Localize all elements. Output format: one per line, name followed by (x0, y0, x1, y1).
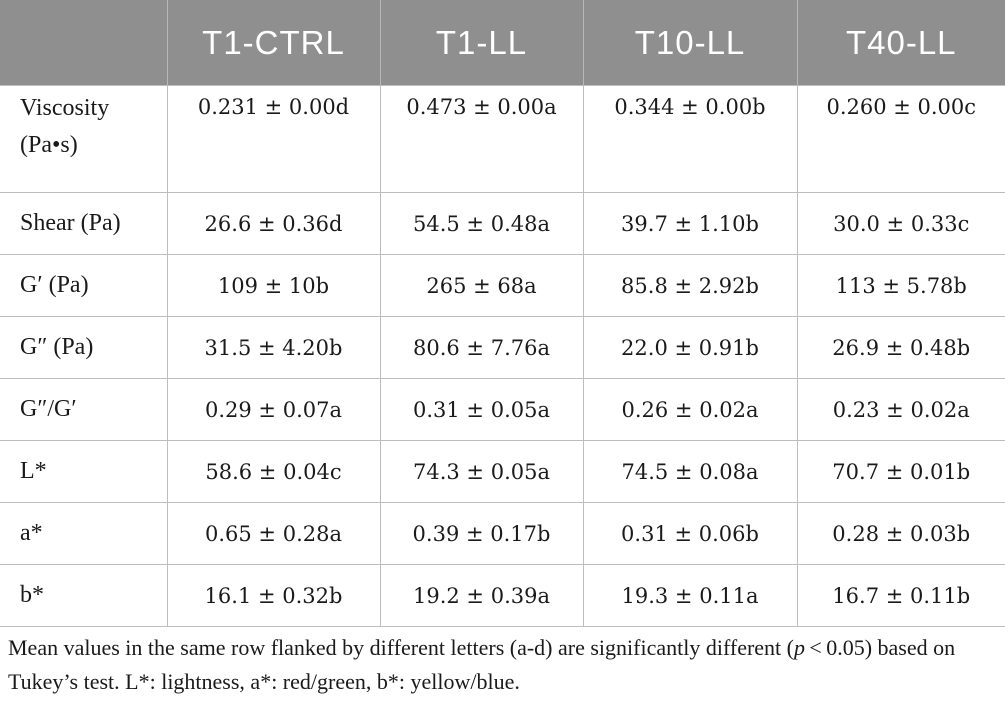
table-cell: 0.260 ± 0.00c (796, 85, 1005, 193)
column-header-t1-ctrl: T1-CTRL (166, 0, 380, 86)
table-cell: 0.28 ± 0.03b (796, 502, 1005, 565)
table-cell: 265 ± 68a (379, 254, 584, 317)
results-table: T1-CTRL T1-LL T10-LL T40-LL Viscosity (P… (0, 0, 1005, 627)
row-label-lightness: L* (0, 440, 168, 503)
table-cell: 0.31 ± 0.06b (582, 502, 798, 565)
table-row-storage-modulus: G′ (Pa) 109 ± 10b 265 ± 68a 85.8 ± 2.92b… (0, 254, 1005, 317)
table-cell: 0.231 ± 0.00d (166, 85, 381, 193)
row-label-line-1: Viscosity (20, 95, 110, 121)
table-cell: 0.23 ± 0.02a (796, 378, 1005, 441)
table-row-viscosity: Viscosity (Pa•s) 0.231 ± 0.00d 0.473 ± 0… (0, 85, 1005, 193)
table-cell: 26.6 ± 0.36d (166, 192, 381, 255)
column-header-t40-ll: T40-LL (796, 0, 1005, 86)
row-label-shear: Shear (Pa) (0, 192, 168, 255)
table-cell: 31.5 ± 4.20b (166, 316, 381, 379)
table-cell: 74.5 ± 0.08a (582, 440, 798, 503)
table-row-shear: Shear (Pa) 26.6 ± 0.36d 54.5 ± 0.48a 39.… (0, 192, 1005, 255)
table-cell: 113 ± 5.78b (796, 254, 1005, 317)
table-row-lightness: L* 58.6 ± 0.04c 74.3 ± 0.05a 74.5 ± 0.08… (0, 440, 1005, 503)
table-cell: 16.1 ± 0.32b (166, 564, 381, 627)
row-label-yellow-blue: b* (0, 564, 168, 627)
table-row-loss-tangent: G″/G′ 0.29 ± 0.07a 0.31 ± 0.05a 0.26 ± 0… (0, 378, 1005, 441)
table-cell: 26.9 ± 0.48b (796, 316, 1005, 379)
row-label-red-green: a* (0, 502, 168, 565)
table-footnote: Mean values in the same row flanked by d… (8, 631, 998, 699)
results-table-container: T1-CTRL T1-LL T10-LL T40-LL Viscosity (P… (0, 0, 1005, 627)
row-label-storage-modulus: G′ (Pa) (0, 254, 168, 317)
table-cell: 0.39 ± 0.17b (379, 502, 584, 565)
table-cell: 16.7 ± 0.11b (796, 564, 1005, 627)
table-cell: 30.0 ± 0.33c (796, 192, 1005, 255)
table-row-red-green: a* 0.65 ± 0.28a 0.39 ± 0.17b 0.31 ± 0.06… (0, 502, 1005, 565)
header-corner-cell (0, 0, 167, 86)
table-cell: 85.8 ± 2.92b (582, 254, 798, 317)
row-label-line-2: (Pa•s) (20, 132, 78, 159)
table-cell: 39.7 ± 1.10b (582, 192, 798, 255)
table-cell: 19.2 ± 0.39a (379, 564, 584, 627)
footnote-text-part-2: < 0.05) based on Tukey’s test. L*: light… (8, 635, 956, 694)
table-header-row: T1-CTRL T1-LL T10-LL T40-LL (0, 0, 1005, 86)
column-header-t10-ll: T10-LL (582, 0, 797, 86)
table-cell: 0.29 ± 0.07a (166, 378, 381, 441)
table-row-yellow-blue: b* 16.1 ± 0.32b 19.2 ± 0.39a 19.3 ± 0.11… (0, 564, 1005, 627)
table-cell: 54.5 ± 0.48a (379, 192, 584, 255)
table-cell: 0.473 ± 0.00a (379, 85, 584, 193)
table-cell: 0.26 ± 0.02a (582, 378, 798, 441)
table-cell: 58.6 ± 0.04c (166, 440, 381, 503)
table-cell: 19.3 ± 0.11a (582, 564, 798, 627)
table-cell: 74.3 ± 0.05a (379, 440, 584, 503)
column-header-t1-ll: T1-LL (379, 0, 583, 86)
footnote-p-symbol: p (794, 635, 805, 660)
table-row-loss-modulus: G″ (Pa) 31.5 ± 4.20b 80.6 ± 7.76a 22.0 ±… (0, 316, 1005, 379)
row-label-loss-modulus: G″ (Pa) (0, 316, 168, 379)
table-cell: 109 ± 10b (166, 254, 381, 317)
table-cell: 80.6 ± 7.76a (379, 316, 584, 379)
table-cell: 70.7 ± 0.01b (796, 440, 1005, 503)
table-cell: 0.344 ± 0.00b (582, 85, 798, 193)
footnote-text-part-1: Mean values in the same row flanked by d… (8, 635, 794, 660)
table-cell: 22.0 ± 0.91b (582, 316, 798, 379)
table-cell: 0.65 ± 0.28a (166, 502, 381, 565)
table-cell: 0.31 ± 0.05a (379, 378, 584, 441)
row-label-loss-tangent: G″/G′ (0, 378, 168, 441)
row-label-viscosity: Viscosity (Pa•s) (0, 85, 168, 193)
